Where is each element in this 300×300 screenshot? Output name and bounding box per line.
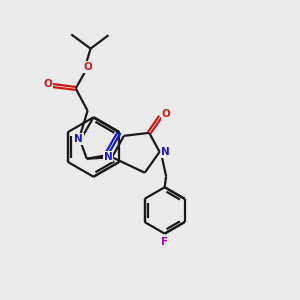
Text: O: O bbox=[83, 62, 92, 72]
Text: N: N bbox=[104, 152, 112, 162]
Text: O: O bbox=[161, 109, 170, 119]
Text: O: O bbox=[44, 79, 52, 89]
Text: N: N bbox=[161, 147, 170, 157]
Text: N: N bbox=[74, 134, 83, 144]
Text: F: F bbox=[161, 237, 168, 247]
